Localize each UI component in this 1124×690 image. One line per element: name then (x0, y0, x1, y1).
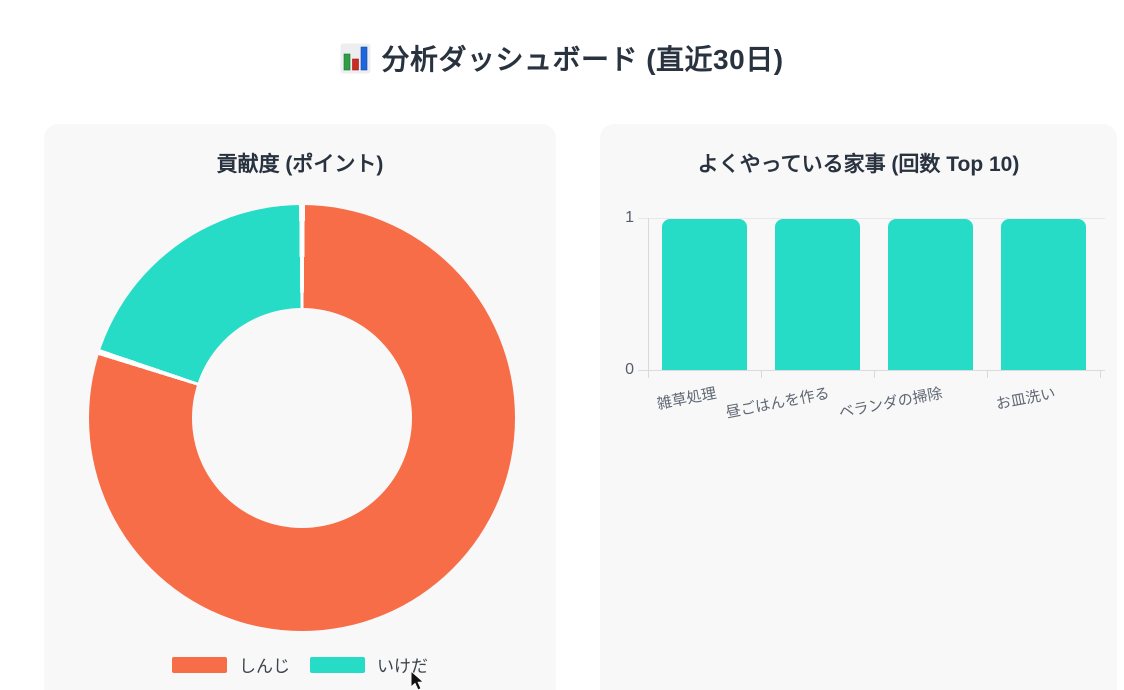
bar-4[interactable] (1001, 219, 1086, 370)
bar-chart-title: よくやっている家事 (回数 Top 10) (697, 153, 1020, 176)
x-axis-label: 雑草処理 (656, 384, 719, 414)
x-axis-label: お皿洗い (995, 384, 1058, 414)
legend-item-shinji[interactable]: しんじ (172, 652, 290, 677)
legend-swatch-teal (310, 656, 365, 673)
x-axis-tick (1100, 370, 1101, 378)
x-axis-tick (874, 370, 875, 378)
x-axis-tick (761, 370, 762, 378)
x-axis-line (638, 370, 1105, 371)
y-axis-line (648, 218, 649, 378)
bar-1[interactable] (662, 219, 747, 370)
bar-chart-icon (340, 43, 371, 74)
chores-panel: よくやっている家事 (回数 Top 10) 1 0 雑草処理 昼ごはんを作る ベラン… (600, 124, 1117, 690)
donut-chart[interactable] (89, 205, 515, 631)
legend-label: いけだ (377, 657, 428, 676)
y-tick-1: 1 (625, 209, 634, 226)
donut-hole (192, 308, 412, 528)
y-tick-0: 0 (625, 361, 634, 378)
bar-chart: 1 0 雑草処理 昼ごはんを作る ベランダの掃除 お皿洗い (600, 124, 1117, 690)
contribution-panel: 貢献度 (ポイント) しんじ いけだ (44, 124, 556, 690)
x-axis-tick (987, 370, 988, 378)
x-axis-label: ベランダの掃除 (837, 384, 945, 422)
legend-label: しんじ (239, 657, 290, 676)
x-axis-label: 昼ごはんを作る (724, 384, 832, 422)
mouse-cursor (409, 669, 427, 690)
donut-legend: しんじ いけだ (44, 652, 556, 677)
legend-item-ikeda[interactable]: いけだ (310, 652, 428, 677)
gridline-1 (638, 218, 1105, 219)
donut-chart-title: 貢献度 (ポイント) (216, 153, 384, 176)
bar-3[interactable] (888, 219, 973, 370)
legend-swatch-orange (172, 656, 227, 673)
bar-2[interactable] (775, 219, 860, 370)
page-title: 分析ダッシュボード (直近30日) (381, 44, 784, 75)
page-header: 分析ダッシュボード (直近30日) (0, 38, 1124, 78)
